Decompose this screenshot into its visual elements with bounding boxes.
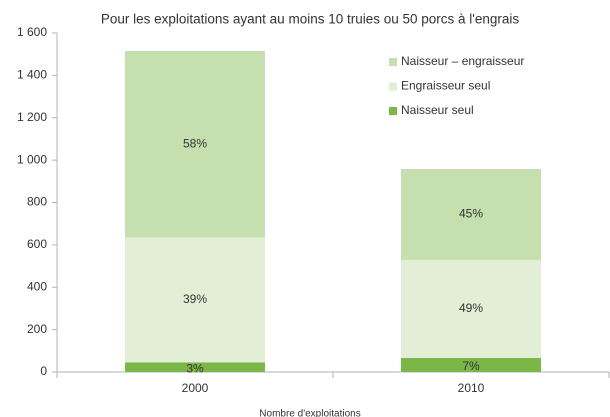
legend-swatch (389, 82, 397, 91)
x-tick-label: 2010 (458, 381, 485, 395)
data-label: 49% (459, 301, 483, 315)
x-axis-label: Nombre d'exploitations (259, 409, 360, 417)
y-tick-label: 1 000 (17, 152, 47, 166)
data-label: 7% (462, 359, 480, 373)
data-label: 45% (459, 207, 483, 221)
data-label: 58% (183, 136, 207, 150)
y-tick-label: 800 (27, 195, 47, 209)
bar-segment (401, 358, 541, 372)
legend-label: Engraisseur seul (401, 79, 490, 93)
y-tick-label: 1 200 (17, 110, 47, 124)
bar-segment (125, 362, 265, 372)
legend-swatch (389, 107, 397, 115)
legend-label: Naisseur – engraisseur (401, 54, 524, 68)
data-label: 3% (186, 361, 204, 375)
y-tick-label: 200 (27, 322, 47, 336)
data-label: 39% (183, 292, 207, 306)
y-tick-label: 600 (27, 237, 47, 251)
y-tick-label: 1 600 (17, 25, 47, 39)
bar-segment (401, 169, 541, 260)
x-tick-label: 2000 (182, 381, 209, 395)
bar-segment (401, 259, 541, 359)
legend-label: Naisseur seul (401, 103, 474, 117)
bar-segment (125, 51, 265, 238)
chart-title: Pour les exploitations ayant au moins 10… (101, 12, 520, 27)
y-tick-label: 1 400 (17, 68, 47, 82)
y-tick-label: 400 (27, 279, 47, 293)
y-tick-label: 0 (40, 364, 47, 378)
legend-swatch (389, 58, 397, 66)
bar-segment (125, 237, 265, 363)
